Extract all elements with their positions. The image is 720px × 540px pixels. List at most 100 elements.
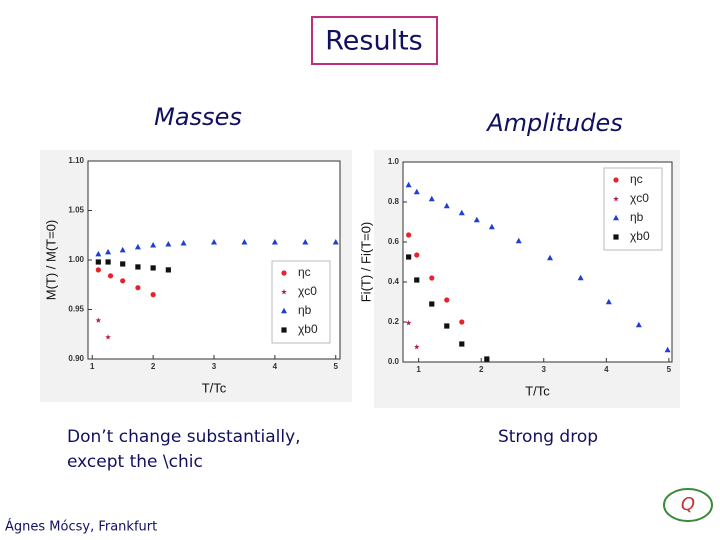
legend-marker: [281, 289, 287, 295]
x-tick-label: 1: [416, 365, 421, 374]
point: [428, 195, 435, 202]
x-tick-label: 2: [151, 362, 156, 371]
legend-marker: [613, 214, 619, 221]
point: [95, 259, 101, 265]
point: [473, 216, 480, 223]
point: [165, 267, 171, 273]
point: [605, 298, 612, 305]
point: [405, 320, 412, 326]
point: [241, 238, 248, 245]
x-tick-label: 2: [479, 365, 484, 374]
x-tick-label: 4: [273, 362, 278, 371]
legend-marker: [281, 327, 287, 333]
legend-marker: [281, 270, 287, 276]
point: [413, 188, 420, 195]
left-heading: Masses: [154, 103, 242, 131]
point: [413, 344, 420, 350]
logo: Q: [663, 488, 713, 522]
x-tick-label: 5: [334, 362, 339, 371]
point: [547, 254, 554, 261]
x-tick-label: 4: [604, 365, 609, 374]
point: [459, 341, 465, 347]
point: [180, 239, 187, 246]
legend-marker: [613, 196, 619, 202]
point: [165, 240, 172, 247]
y-tick-label: 0.0: [388, 357, 400, 366]
point: [95, 317, 102, 323]
point: [105, 334, 111, 340]
y-tick-label: 0.4: [388, 277, 400, 286]
svg-text:Q: Q: [681, 494, 695, 515]
point: [95, 267, 101, 273]
point: [406, 254, 412, 260]
point: [105, 259, 111, 265]
point: [150, 265, 156, 271]
point: [459, 319, 465, 325]
left-caption: Don’t change substantially,: [67, 427, 301, 447]
x-axis-label: T/Tc: [202, 380, 227, 395]
point: [443, 202, 450, 209]
legend-label: ηb: [630, 210, 644, 224]
point: [488, 223, 495, 230]
point: [332, 238, 339, 245]
point: [211, 238, 217, 245]
point: [414, 277, 420, 283]
y-tick-label: 0.90: [68, 354, 84, 363]
point: [406, 232, 412, 238]
legend-label: χb0: [298, 322, 318, 336]
y-tick-label: 1.10: [68, 156, 84, 165]
legend-label: χc0: [630, 191, 649, 205]
y-axis-label: Fi(T) / Fi(T=0): [358, 222, 373, 303]
y-tick-label: 1.05: [68, 206, 84, 215]
y-tick-label: 0.8: [388, 197, 400, 206]
point: [150, 292, 156, 298]
point: [635, 321, 642, 328]
point: [120, 261, 126, 267]
y-axis-label: M(T) / M(T=0): [43, 220, 58, 301]
point: [271, 238, 278, 245]
point: [135, 264, 141, 270]
point: [150, 241, 157, 248]
point: [95, 250, 102, 257]
footer: Ágnes Mócsy, Frankfurt: [5, 519, 157, 535]
y-tick-label: 1.0: [388, 157, 400, 166]
point: [429, 275, 435, 281]
x-tick-label: 3: [542, 365, 547, 374]
legend-label: ηb: [298, 303, 312, 317]
point: [120, 278, 126, 284]
right-caption: Strong drop: [498, 427, 598, 447]
point: [444, 297, 450, 303]
legend-label: χb0: [630, 229, 650, 243]
point: [302, 238, 309, 245]
legend-label: ηc: [630, 172, 643, 186]
x-tick-label: 3: [212, 362, 217, 371]
legend-marker: [613, 234, 619, 240]
y-tick-label: 1.00: [68, 255, 84, 264]
point: [515, 237, 522, 244]
x-axis-label: T/Tc: [525, 383, 550, 398]
title-box: [311, 16, 438, 65]
point: [134, 243, 141, 250]
point: [444, 323, 450, 329]
point: [414, 252, 420, 258]
y-tick-label: 0.95: [68, 305, 84, 314]
point: [664, 346, 671, 353]
y-tick-label: 0.2: [388, 317, 400, 326]
legend-marker: [281, 307, 287, 314]
legend-marker: [613, 177, 619, 183]
point: [405, 181, 412, 188]
point: [429, 301, 435, 307]
point: [458, 209, 465, 216]
right-heading: Amplitudes: [485, 109, 623, 137]
point: [119, 246, 126, 253]
y-tick-label: 0.6: [388, 237, 400, 246]
slide-title: Results: [325, 26, 423, 57]
point: [484, 356, 490, 362]
point: [135, 285, 141, 291]
point: [105, 248, 112, 255]
left-caption: except the \chic: [67, 452, 203, 472]
x-tick-label: 5: [667, 365, 672, 374]
point: [577, 274, 584, 281]
legend-label: χc0: [298, 284, 317, 298]
